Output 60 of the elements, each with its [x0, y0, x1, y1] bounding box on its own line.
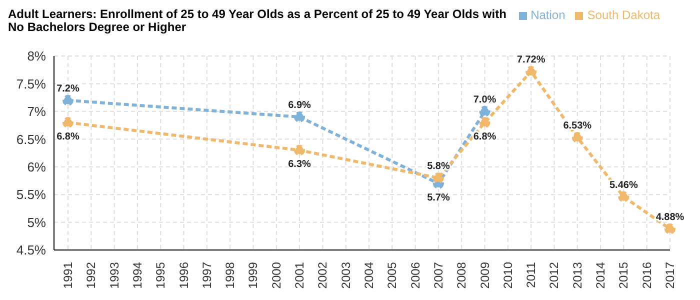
data-label: 6.3%: [288, 159, 312, 170]
y-tick-label: 4.5%: [16, 242, 46, 258]
data-label: 6.53%: [563, 120, 592, 132]
x-tick-label: 2016: [640, 262, 654, 289]
legend-label: South Dakota: [587, 8, 660, 22]
x-tick-label: 1997: [200, 262, 214, 289]
x-tick-label: 1991: [61, 262, 75, 289]
x-tick-label: 2012: [547, 262, 562, 289]
point: [479, 117, 490, 128]
data-label: 7.0%: [473, 94, 496, 106]
y-tick-label: 7.5%: [16, 76, 46, 92]
point: [526, 66, 537, 78]
x-tick-label: 1996: [176, 262, 191, 289]
y-tick-label: 7%: [27, 104, 46, 120]
point: [664, 223, 676, 234]
y-tick-label: 5.5%: [16, 187, 46, 202]
point: [62, 94, 74, 106]
y-tick-label: 6%: [27, 159, 46, 174]
y-tick-label: 6.5%: [16, 132, 46, 147]
y-tick-label: 8%: [27, 48, 46, 64]
x-tick-label: 1998: [223, 262, 238, 289]
point: [572, 132, 583, 143]
point: [618, 191, 630, 202]
point: [479, 106, 490, 117]
chart-title: Adult Learners: Enrollment of 25 to 49 Year Olds as a Percent of 25 to 49 Year Olds with No Bachelors Degree or Higher: [8, 7, 508, 34]
x-tick-label: 2014: [594, 262, 608, 289]
y-tick-label: 5%: [27, 214, 46, 230]
x-tick-label: 2004: [362, 262, 376, 289]
x-tick-label: 1994: [130, 262, 144, 289]
x-tick-label: 2009: [478, 262, 492, 289]
x-tick-label: 2002: [316, 262, 330, 289]
data-label: 5.7%: [427, 192, 450, 204]
x-tick-label: 1992: [84, 262, 98, 289]
x-tick-label: 2000: [269, 262, 284, 289]
x-tick-label: 2003: [338, 262, 353, 289]
point: [294, 144, 306, 156]
x-tick-label: 2011: [524, 262, 538, 288]
x-tick-label: 2006: [408, 262, 422, 289]
x-tick-label: 2007: [431, 262, 446, 289]
x-tick-label: 2001: [292, 262, 307, 289]
data-label: 6.9%: [288, 100, 312, 111]
x-tick-label: 2005: [385, 262, 400, 289]
x-tick-label: 2010: [500, 262, 515, 289]
x-tick-label: 2013: [570, 262, 584, 289]
data-label: 5.8%: [427, 160, 450, 172]
legend-label: Nation: [530, 8, 566, 22]
point: [432, 172, 444, 184]
x-tick-label: 1999: [246, 262, 260, 289]
x-tick-label: 2015: [616, 262, 631, 289]
x-tick-label: 2008: [454, 262, 469, 289]
point: [294, 111, 306, 122]
data-label: 7.72%: [516, 54, 546, 66]
point: [62, 117, 74, 128]
x-tick-label: 2017: [663, 262, 677, 289]
data-label: 6.8%: [56, 132, 80, 143]
data-label: 7.2%: [56, 83, 80, 94]
data-label: 4.88%: [656, 212, 684, 223]
x-tick-label: 1995: [154, 262, 168, 289]
data-label: 6.8%: [473, 132, 496, 143]
x-tick-label: 1993: [107, 262, 122, 289]
